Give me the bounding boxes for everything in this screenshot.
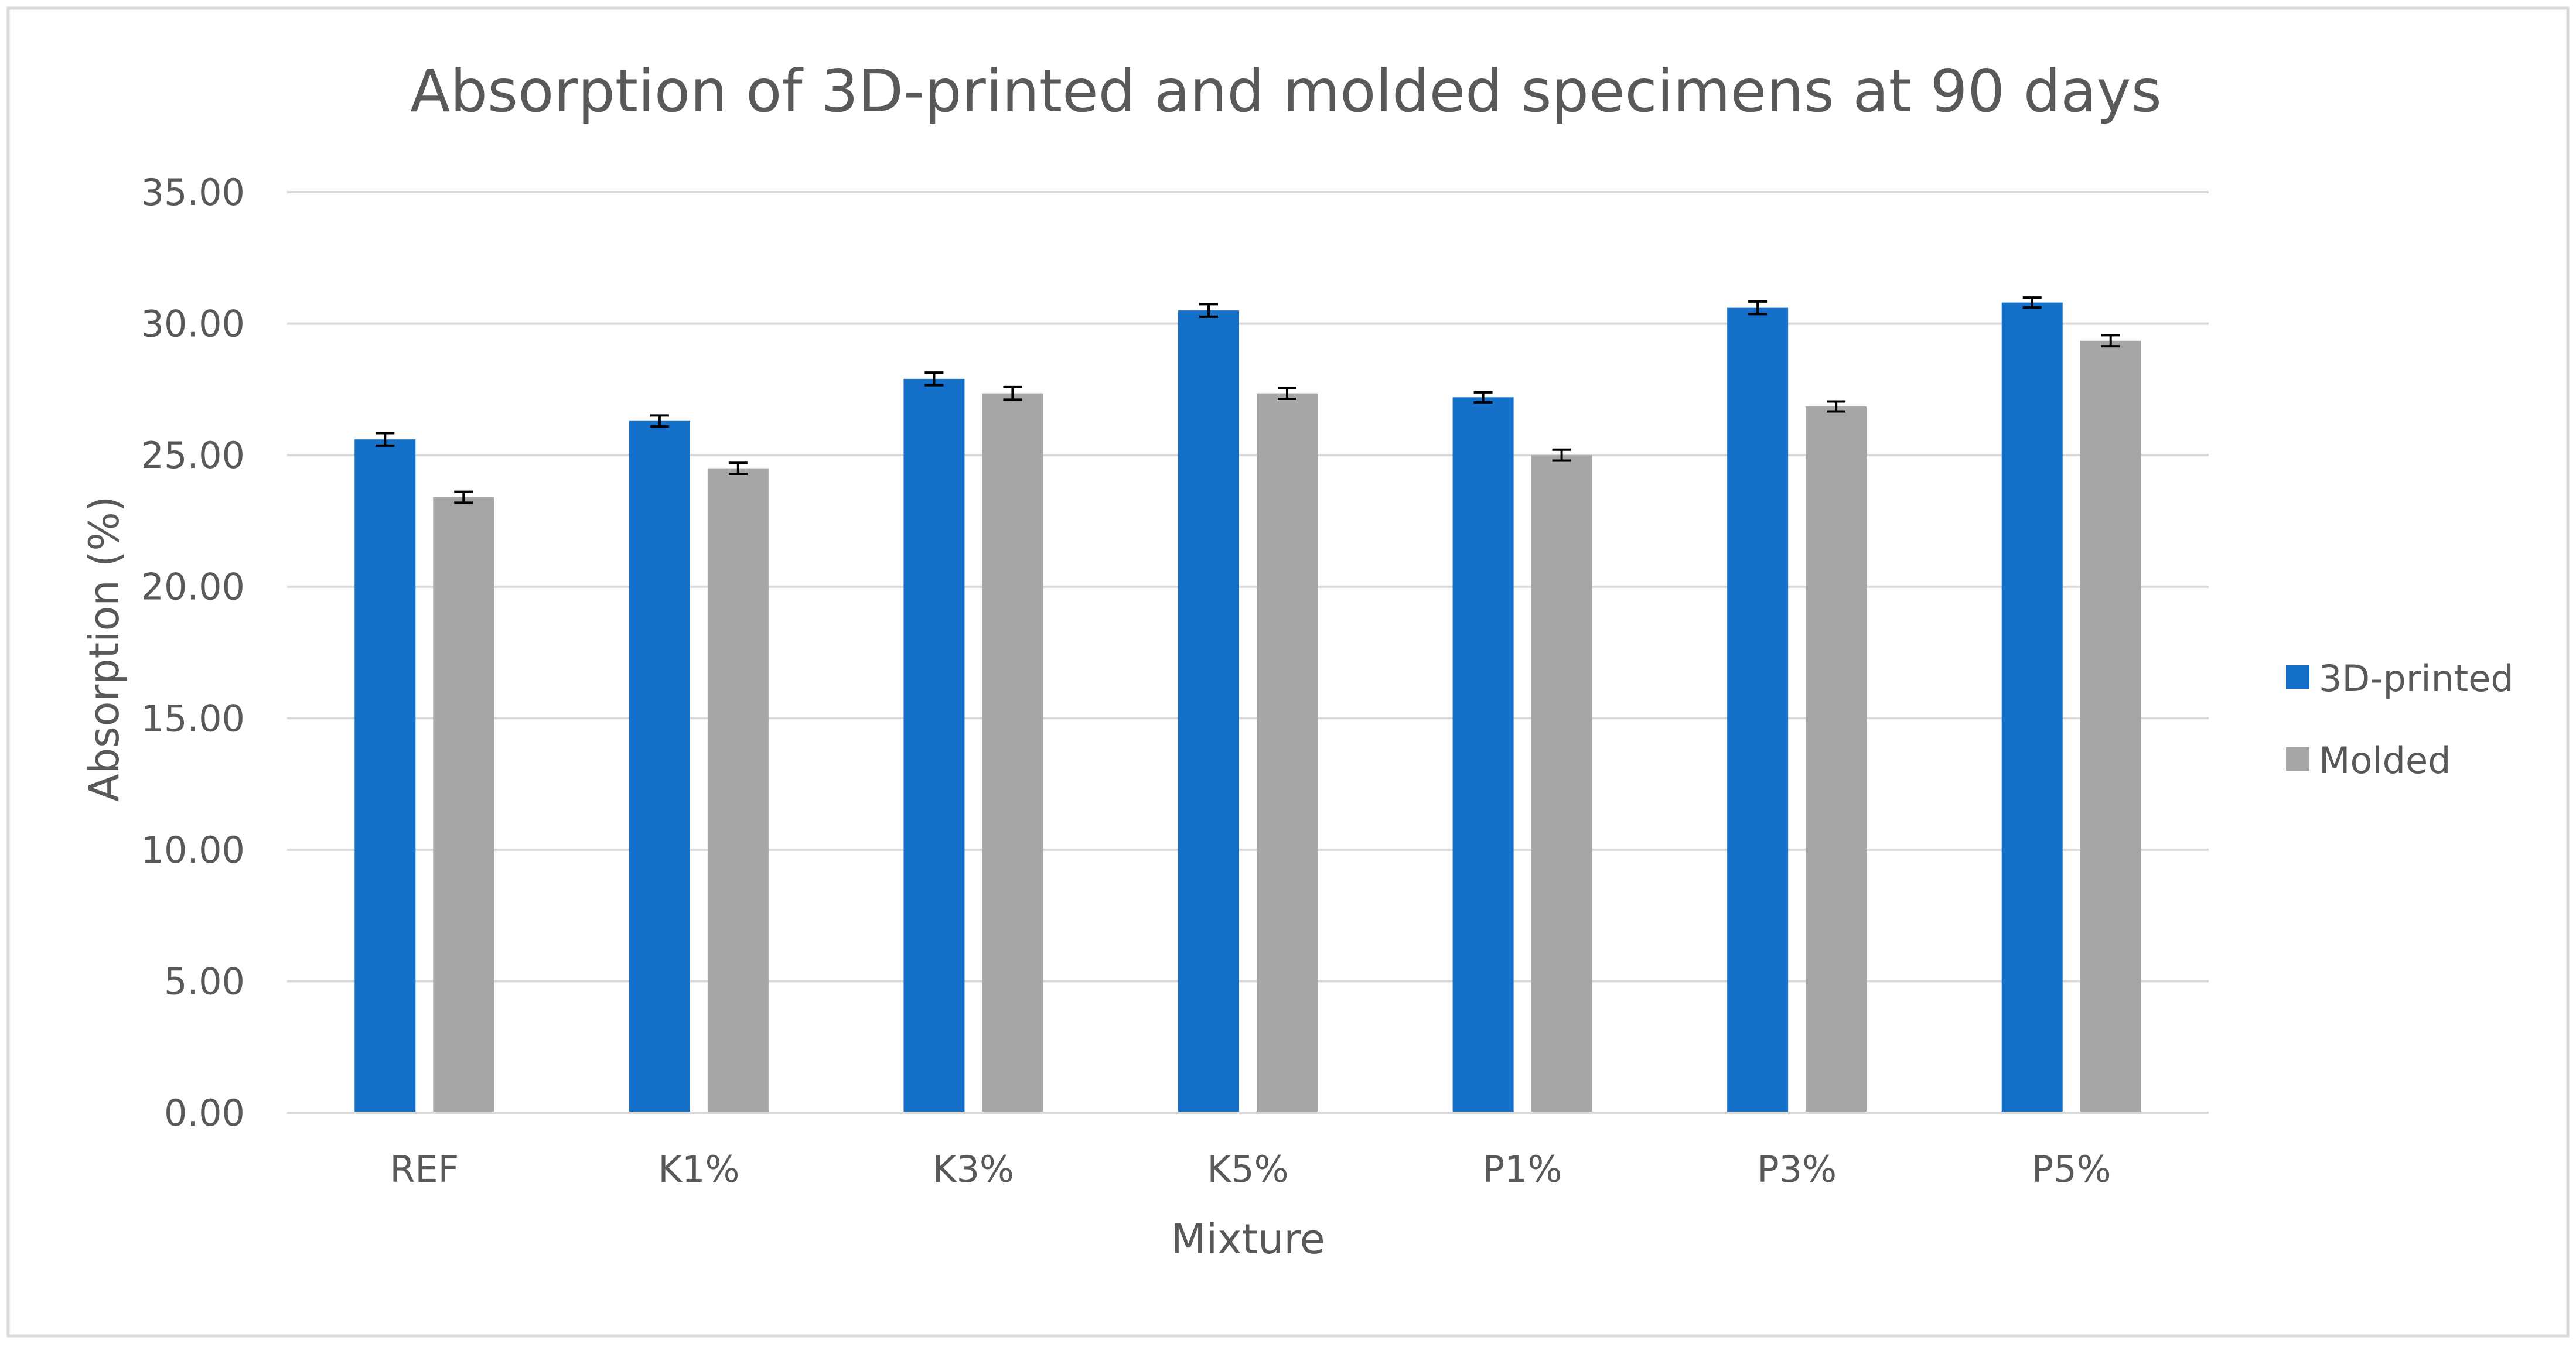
y-tick-label: 20.00 [141,566,245,608]
bar-printed-6 [2001,302,2063,1113]
legend-item-printed: 3D-printed [2286,657,2514,700]
y-tick-label: 5.00 [164,960,245,1003]
error-bar [454,490,473,504]
bar-printed-4 [1452,397,1514,1113]
x-axis-title: Mixture [1171,1215,1325,1263]
bar-printed-3 [1178,310,1239,1113]
error-bar [924,371,944,387]
x-tick-label: P3% [1757,1148,1837,1191]
error-bar [2101,334,2120,348]
x-tick-label: K3% [933,1148,1014,1191]
error-bar [1199,303,1218,318]
bar-molded-2 [982,393,1043,1113]
legend-swatch [2286,665,2309,689]
y-axis-title: Absorption (%) [80,496,128,802]
y-tick-labels: 0.00 5.00 10.00 15.00 20.00 25.00 30.00 35.00 [141,171,245,1134]
error-bar [1552,448,1571,462]
legend-label: Molded [2319,739,2451,782]
gridlines [287,191,2209,983]
x-tick-label: REF [390,1148,459,1191]
y-tick-label: 0.00 [164,1092,245,1134]
y-tick-label: 15.00 [141,697,245,740]
bar-molded-3 [1257,393,1318,1113]
legend-swatch [2286,747,2309,771]
error-bar [376,432,395,447]
error-bar [1827,400,1846,413]
bar-molded-4 [1531,455,1592,1113]
bar-molded-1 [707,468,769,1113]
x-tick-label: K5% [1207,1148,1288,1191]
error-bar [1003,385,1022,401]
bar-molded-5 [1806,406,1867,1113]
legend-label: 3D-printed [2319,657,2514,700]
bar-printed-0 [354,439,416,1113]
legend-item-molded: Molded [2286,739,2451,782]
x-tick-label: P1% [1483,1148,1562,1191]
x-tick-label: P5% [2032,1148,2111,1191]
error-bars [376,296,2120,504]
error-bar [650,414,669,428]
bar-printed-1 [629,420,690,1113]
x-tick-labels: REF K1% K3% K5% P1% P3% P5% [390,1148,2111,1191]
y-tick-label: 35.00 [141,171,245,214]
y-tick-label: 25.00 [141,434,245,477]
chart-title: Absorption of 3D-printed and molded spec… [410,57,2162,125]
error-bar [2022,296,2042,309]
x-tick-label: K1% [658,1148,739,1191]
error-bar [728,461,748,475]
y-tick-label: 10.00 [141,829,245,871]
y-tick-label: 30.00 [141,303,245,346]
error-bar [1278,387,1296,400]
bar-molded-6 [2080,340,2141,1113]
bar-molded-0 [433,497,494,1113]
error-bar [1748,300,1768,316]
bar-printed-5 [1727,307,1789,1113]
bar-printed-2 [903,378,965,1113]
error-bar [1473,391,1493,404]
legend: 3D-printed Molded [2286,657,2514,782]
bars [354,302,2141,1113]
